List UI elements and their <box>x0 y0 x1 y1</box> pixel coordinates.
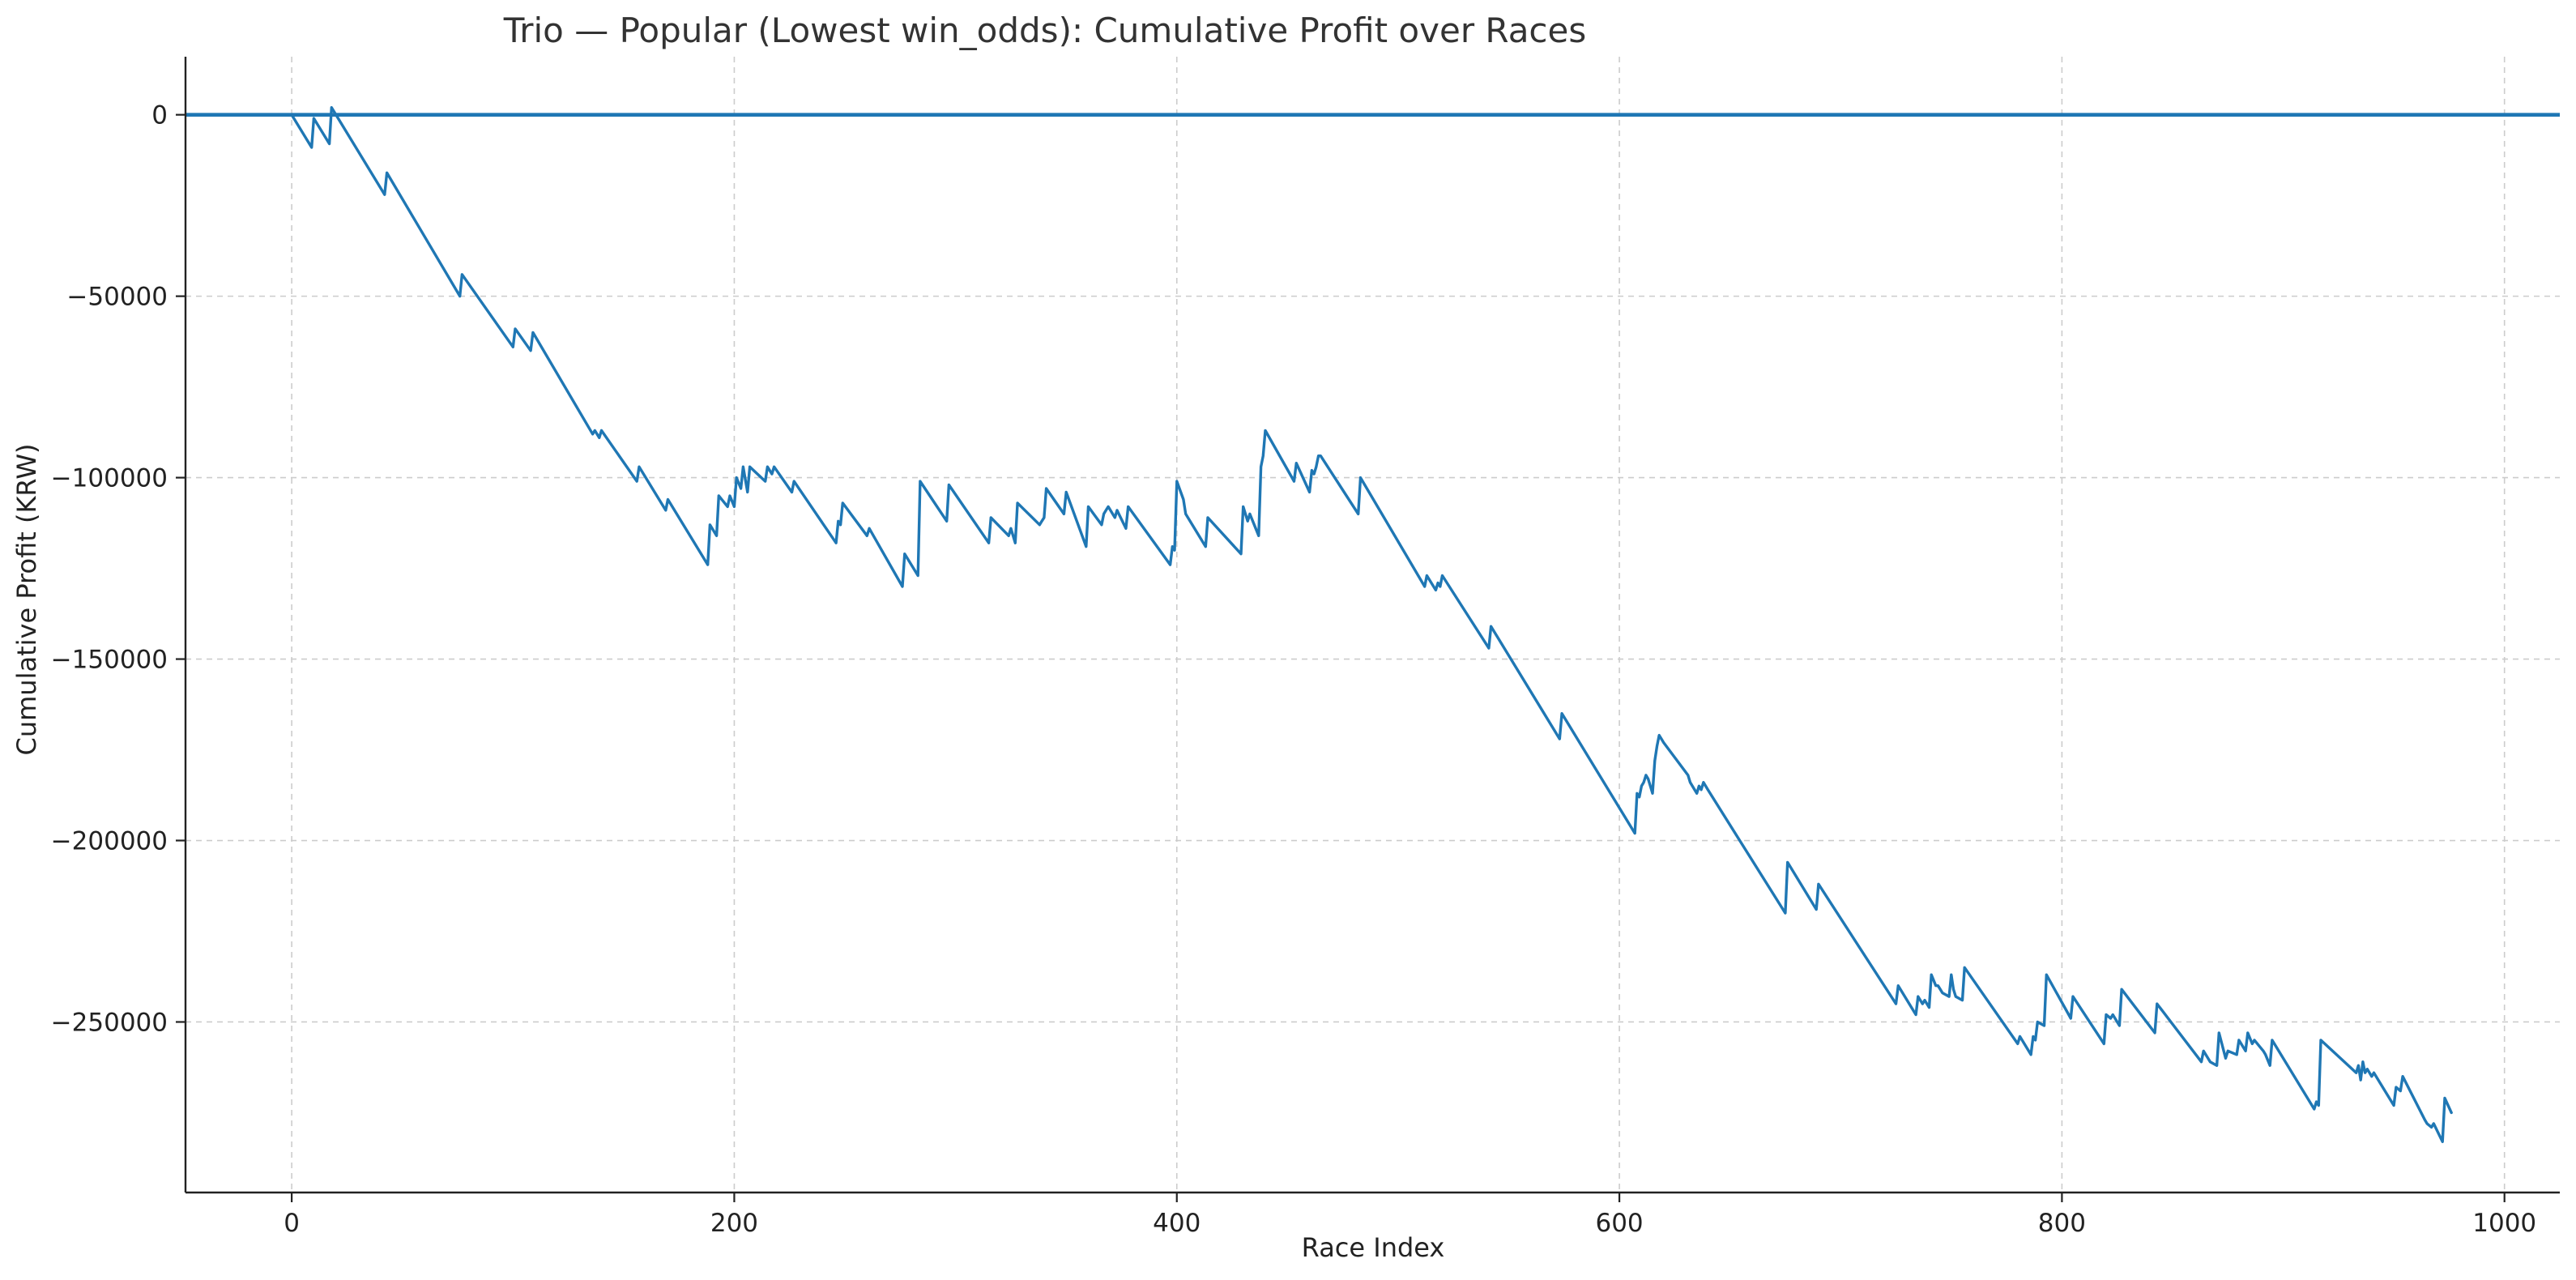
x-tick-label: 1000 <box>2472 1209 2536 1238</box>
x-tick-label: 400 <box>1153 1209 1201 1238</box>
y-tick-label: −100000 <box>51 464 168 493</box>
y-tick-label: −150000 <box>51 646 168 675</box>
y-tick-label: −50000 <box>66 283 168 312</box>
y-tick-label: 0 <box>151 101 168 130</box>
cumulative-profit-line <box>290 105 2453 1144</box>
chart-title: Trio — Popular (Lowest win_odds): Cumula… <box>503 11 1587 50</box>
series-layer <box>290 105 2453 1144</box>
x-tick-label: 800 <box>2038 1209 2086 1238</box>
y-axis-label: Cumulative Profit (KRW) <box>11 444 42 756</box>
gridlines <box>186 57 2560 1193</box>
x-tick-label: 0 <box>284 1209 300 1238</box>
axes <box>184 57 2560 1194</box>
ticks: 0 200 400 600 800 1000 0 −50000 −100000 −150000 −2… <box>51 101 2536 1238</box>
x-tick-label: 200 <box>710 1209 758 1238</box>
y-tick-label: −200000 <box>51 827 168 856</box>
x-axis-label: Race Index <box>1302 1232 1445 1263</box>
x-tick-label: 600 <box>1595 1209 1643 1238</box>
y-tick-label: −250000 <box>51 1008 168 1037</box>
